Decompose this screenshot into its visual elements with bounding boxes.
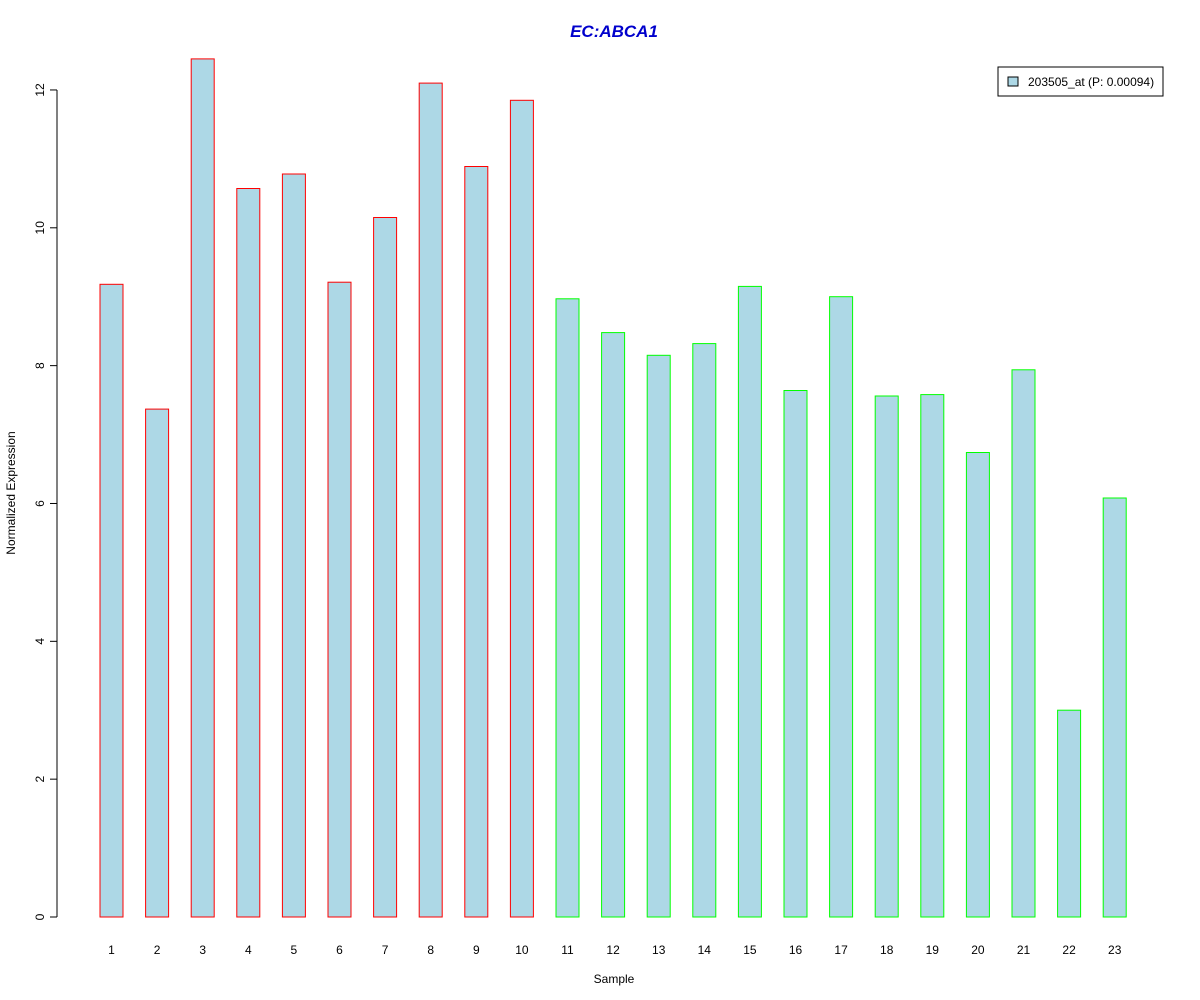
bar-sample-19 — [920, 394, 945, 918]
bar-sample-6 — [327, 281, 352, 918]
y-tick-label: 12 — [33, 83, 47, 97]
x-tick-label: 18 — [880, 943, 894, 957]
x-tick-label: 21 — [1017, 943, 1031, 957]
x-tick-label: 14 — [698, 943, 712, 957]
x-tick-label: 1 — [108, 943, 115, 957]
bar-sample-1 — [99, 283, 124, 918]
legend-box — [997, 66, 1164, 97]
y-tick-label: 8 — [33, 362, 47, 369]
x-tick-label: 16 — [789, 943, 803, 957]
legend: 203505_at (P: 0.00094) — [997, 66, 1164, 97]
bar-sample-23 — [1102, 497, 1127, 918]
bar-sample-18 — [874, 395, 899, 918]
bar-sample-14 — [692, 343, 717, 918]
x-tick-label: 23 — [1108, 943, 1122, 957]
x-tick-label: 2 — [154, 943, 161, 957]
x-tick-label: 6 — [336, 943, 343, 957]
bar-sample-16 — [783, 390, 808, 918]
y-tick-label: 4 — [33, 638, 47, 645]
bar-sample-10 — [509, 99, 534, 918]
x-tick-label: 13 — [652, 943, 666, 957]
x-tick-label: 20 — [971, 943, 985, 957]
y-axis: 0 2 4 6 8 10 12 — [33, 83, 58, 920]
x-tick-label: 17 — [834, 943, 848, 957]
bar-sample-9 — [464, 166, 489, 918]
x-tick-label: 19 — [926, 943, 940, 957]
x-tick-label: 5 — [291, 943, 298, 957]
x-tick-label: 22 — [1062, 943, 1076, 957]
x-axis-title: Sample — [594, 972, 635, 986]
bar-sample-7 — [373, 217, 398, 918]
x-tick-labels: 1 2 3 4 5 6 7 8 9 10 11 12 13 14 15 16 17 18 19 20 21 22 23 — [108, 943, 1122, 957]
bar-sample-5 — [281, 173, 306, 918]
x-tick-label: 7 — [382, 943, 389, 957]
bar-sample-21 — [1011, 369, 1036, 918]
bar-sample-4 — [236, 188, 261, 918]
x-tick-label: 10 — [515, 943, 529, 957]
x-tick-label: 4 — [245, 943, 252, 957]
bars-group — [99, 58, 1127, 918]
bar-sample-8 — [418, 82, 443, 918]
bar-sample-11 — [555, 298, 580, 918]
y-tick-label: 10 — [33, 221, 47, 235]
x-tick-label: 9 — [473, 943, 480, 957]
bar-sample-2 — [145, 408, 170, 918]
x-tick-label: 8 — [427, 943, 434, 957]
bar-sample-15 — [737, 285, 762, 918]
bar-sample-3 — [190, 58, 215, 918]
y-tick-label: 2 — [33, 776, 47, 783]
bar-sample-22 — [1057, 709, 1082, 918]
bar-sample-17 — [829, 296, 854, 918]
legend-entry-label: 203505_at (P: 0.00094) — [1028, 75, 1154, 89]
y-axis-title: Normalized Expression — [4, 431, 18, 554]
bar-sample-12 — [601, 332, 626, 918]
x-tick-label: 3 — [199, 943, 206, 957]
x-tick-label: 12 — [606, 943, 620, 957]
legend-swatch — [1007, 76, 1019, 87]
bar-sample-13 — [646, 354, 671, 918]
bar-sample-20 — [965, 452, 990, 918]
x-tick-label: 11 — [561, 943, 574, 957]
y-tick-label: 0 — [33, 913, 47, 920]
x-tick-label: 15 — [743, 943, 757, 957]
y-tick-label: 6 — [33, 500, 47, 507]
chart-title: EC:ABCA1 — [570, 22, 658, 41]
